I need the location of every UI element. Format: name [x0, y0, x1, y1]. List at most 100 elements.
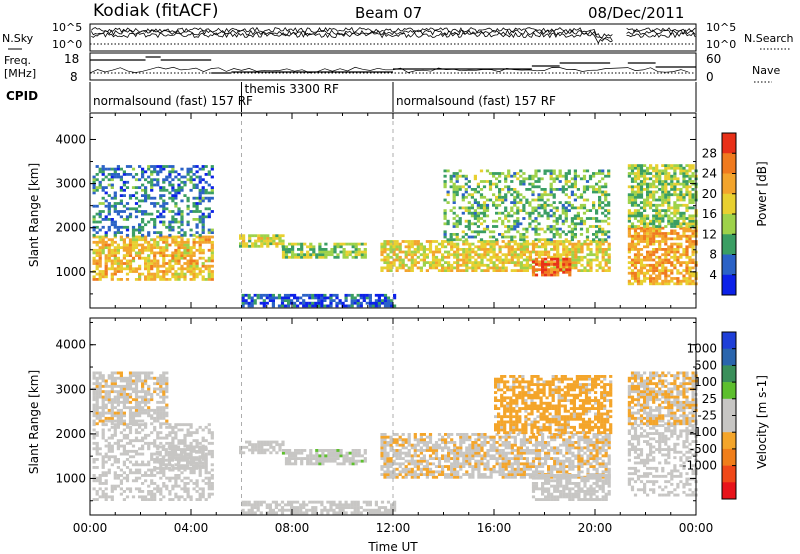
echo-cell: [574, 255, 578, 259]
echo-cell: [371, 304, 375, 308]
echo-cell: [655, 198, 659, 202]
echo-cell: [501, 269, 505, 272]
echo-cell: [682, 185, 686, 189]
echo-cell: [446, 169, 450, 173]
echo-cell: [682, 279, 686, 283]
echo-cell: [165, 379, 169, 383]
echo-cell: [576, 195, 580, 199]
echo-cell: [284, 253, 289, 257]
echo-cell: [207, 264, 211, 268]
echo-cell: [486, 263, 490, 267]
echo-cell: [107, 178, 111, 182]
echo-cell: [598, 263, 602, 267]
echo-cell: [168, 183, 172, 187]
echo-cell: [150, 490, 154, 493]
echo-cell: [691, 193, 695, 197]
echo-cell: [336, 462, 340, 466]
echo-cell: [443, 185, 447, 189]
echo-cell: [537, 169, 541, 173]
echo-cell: [300, 253, 304, 257]
echo-cell: [519, 201, 523, 204]
echo-cell: [269, 445, 273, 449]
echo-cell: [207, 441, 211, 445]
echo-cell: [158, 458, 162, 462]
echo-cell: [278, 237, 282, 240]
echo-cell: [138, 186, 142, 189]
echo-cell: [688, 190, 692, 194]
echo-cell: [413, 443, 417, 447]
echo-cell: [156, 447, 160, 451]
echo-cell: [559, 253, 563, 257]
echo-cell: [128, 371, 133, 375]
echo-cell: [280, 301, 285, 305]
echo-cell: [392, 473, 396, 476]
echo-cell: [359, 304, 363, 308]
echo-cell: [498, 180, 502, 183]
echo-cell: [558, 227, 562, 231]
echo-cell: [636, 164, 641, 167]
echo-cell: [416, 467, 420, 471]
echo-cell: [104, 492, 108, 496]
echo-cell: [189, 456, 193, 460]
echo-cell: [147, 167, 151, 171]
echo-cell: [639, 174, 644, 178]
echo-cell: [598, 172, 602, 175]
echo-cell: [122, 387, 126, 391]
echo-cell: [168, 492, 172, 496]
echo-cell: [567, 195, 571, 199]
echo-cell: [150, 275, 154, 279]
echo-cell: [568, 248, 572, 251]
echo-cell: [537, 233, 541, 236]
echo-cell: [144, 212, 148, 216]
echo-cell: [131, 243, 136, 247]
echo-cell: [416, 459, 420, 463]
echo-cell: [516, 255, 520, 259]
echo-cell: [144, 267, 148, 271]
echo-cell: [407, 438, 411, 442]
echo-cell: [549, 177, 553, 181]
echo-cell: [630, 234, 635, 238]
echo-cell: [643, 174, 647, 178]
echo-cell: [113, 411, 117, 415]
echo-cell: [688, 222, 692, 226]
echo-cell: [588, 217, 593, 220]
echo-cell: [667, 182, 671, 186]
echo-cell: [577, 269, 581, 272]
echo-cell: [198, 196, 202, 200]
echo-cell: [541, 260, 545, 264]
echo-cell: [389, 250, 393, 254]
echo-cell: [297, 255, 301, 259]
echo-cell: [134, 436, 139, 440]
echo-cell: [107, 248, 111, 252]
echo-cell: [95, 441, 99, 445]
echo-cell: [104, 423, 108, 427]
echo-cell: [288, 449, 292, 452]
echo-cell: [470, 214, 474, 218]
echo-cell: [498, 172, 502, 175]
echo-cell: [404, 473, 408, 476]
echo-cell: [141, 246, 145, 249]
echo-cell: [116, 278, 120, 281]
echo-cell: [568, 257, 572, 261]
echo-cell: [446, 222, 450, 226]
echo-cell: [468, 258, 472, 262]
echo-cell: [507, 248, 511, 251]
echo-cell: [95, 395, 99, 399]
echo-cell: [655, 177, 659, 181]
echo-cell: [347, 293, 351, 297]
echo-cell: [329, 296, 333, 300]
echo-cell: [189, 463, 193, 467]
echo-cell: [453, 266, 457, 270]
echo-cell: [128, 374, 133, 378]
echo-cell: [556, 263, 560, 266]
echo-cell: [98, 248, 102, 252]
echo-cell: [541, 265, 545, 269]
echo-cell: [413, 261, 417, 264]
echo-cell: [150, 441, 154, 445]
echo-cell: [165, 267, 169, 271]
echo-cell: [269, 239, 273, 243]
echo-cell: [537, 240, 542, 243]
echo-cell: [296, 296, 300, 300]
echo-cell: [245, 440, 249, 444]
echo-cell: [144, 223, 148, 227]
